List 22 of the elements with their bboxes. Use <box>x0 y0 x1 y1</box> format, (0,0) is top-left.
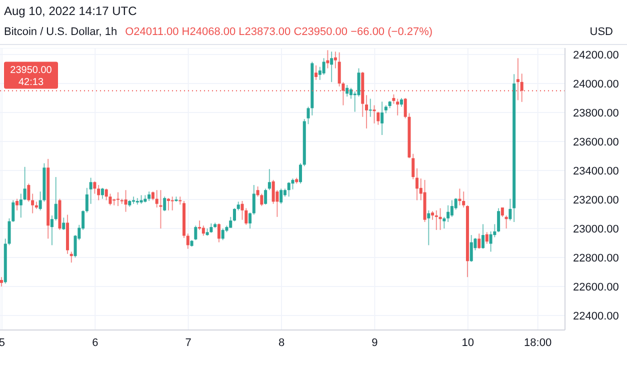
y-tick-label: 23600.00 <box>573 136 619 148</box>
x-tick-label: 9 <box>372 336 378 349</box>
y-tick-label: 22800.00 <box>573 252 619 264</box>
x-tick-label: 7 <box>185 336 192 349</box>
chart-title: Bitcoin / U.S. Dollar, 1h <box>4 26 118 38</box>
text: O24011.00 H24068.00 L23873.00 C23950.00 −66.00 (−0.27%) <box>125 26 433 38</box>
annotation: 42:13 <box>18 76 44 88</box>
ref-line-label: 23950.00 <box>10 64 52 76</box>
y-tick-label: 22600.00 <box>573 281 619 294</box>
x-tick-label: 6 <box>92 336 98 349</box>
y-tick-label: 22400.00 <box>573 310 619 322</box>
x-tick-label: 10 <box>462 336 474 349</box>
y-tick-label: 23400.00 <box>573 165 619 178</box>
x-tick-label: 8 <box>278 336 285 349</box>
y-tick-label: 23200.00 <box>573 194 619 206</box>
y-tick-label: 23800.00 <box>573 107 619 120</box>
y-tick-label: 24000.00 <box>573 78 619 90</box>
y-axis-title: USD <box>590 26 613 38</box>
y-tick-label: 23000.00 <box>573 223 619 236</box>
y-tick-label: 24200.00 <box>573 49 619 62</box>
x-tick-label: 18:00 <box>524 336 552 349</box>
text: Aug 10, 2022 14:17 UTC <box>4 4 137 18</box>
